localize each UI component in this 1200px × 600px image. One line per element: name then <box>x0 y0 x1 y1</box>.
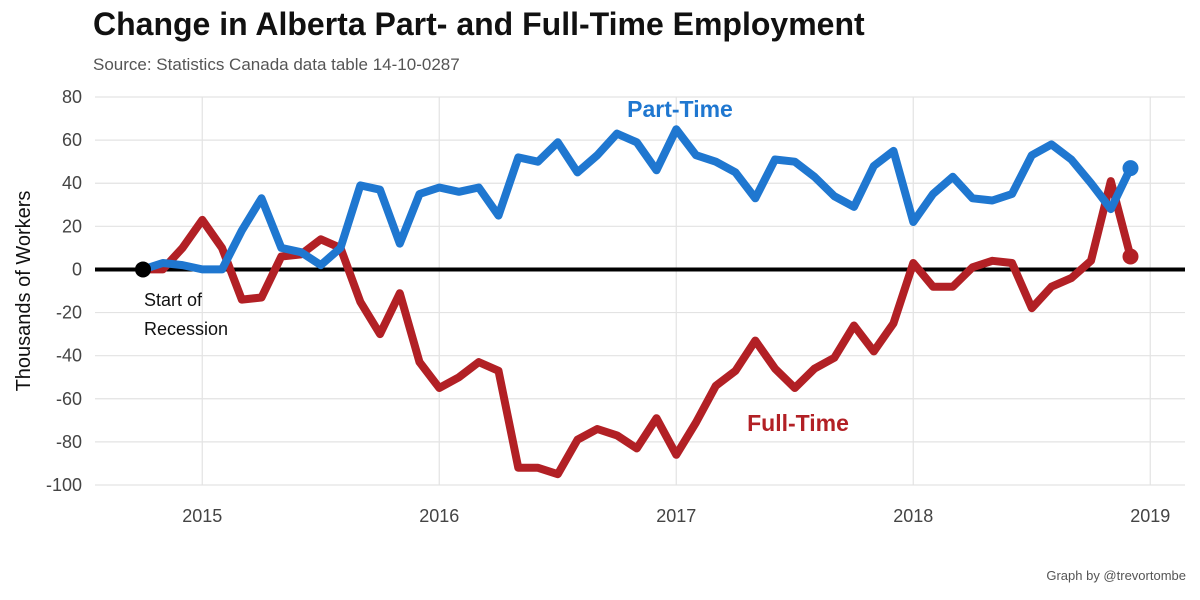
annotation-start-of-recession-line1: Start of <box>144 290 203 310</box>
x-tick-label: 2019 <box>1130 506 1170 526</box>
x-axis-ticks: 2015 2016 2017 2018 2019 <box>182 506 1170 526</box>
series-line-full-time <box>139 177 1135 479</box>
y-tick-label: -60 <box>56 389 82 409</box>
annotation-full-time-label: Full-Time <box>747 410 849 436</box>
y-tick-label: -80 <box>56 432 82 452</box>
y-tick-label: -40 <box>56 346 82 366</box>
y-tick-label: -100 <box>46 475 82 495</box>
annotation-part-time-label: Part-Time <box>627 96 733 122</box>
chart-subtitle: Source: Statistics Canada data table 14-… <box>93 55 460 74</box>
series-endpoint-full-time <box>1122 248 1139 265</box>
y-tick-label: -20 <box>56 303 82 323</box>
gridlines <box>95 96 1185 486</box>
y-tick-label: 40 <box>62 173 82 193</box>
y-tick-label: 80 <box>62 87 82 107</box>
y-axis-ticks: 80 60 40 20 0 -20 -40 -60 -80 -100 <box>46 87 82 495</box>
y-axis-label: Thousands of Workers <box>13 191 35 392</box>
series-line-part-time <box>139 125 1135 274</box>
y-tick-label: 20 <box>62 216 82 236</box>
y-tick-label: 60 <box>62 130 82 150</box>
x-tick-label: 2018 <box>893 506 933 526</box>
series-endpoint-part-time <box>1122 160 1139 177</box>
x-tick-label: 2016 <box>419 506 459 526</box>
x-tick-label: 2017 <box>656 506 696 526</box>
recession-start-marker <box>135 261 151 278</box>
y-tick-label: 0 <box>72 259 82 279</box>
series-lines <box>139 125 1139 479</box>
annotation-start-of-recession-line2: Recession <box>144 319 228 339</box>
x-tick-label: 2015 <box>182 506 222 526</box>
chart-title: Change in Alberta Part- and Full-Time Em… <box>93 6 865 42</box>
graph-credit: Graph by @trevortombe <box>1046 568 1186 583</box>
